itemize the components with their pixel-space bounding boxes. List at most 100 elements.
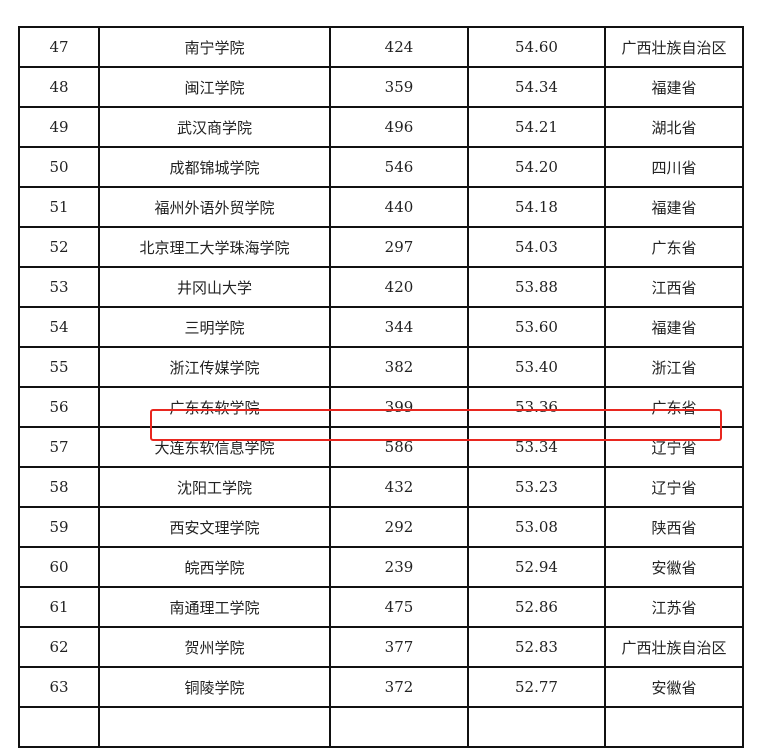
school-name-cell: 武汉商学院 [98,106,331,148]
province-cell: 辽宁省 [604,466,744,508]
province-cell: 浙江省 [604,346,744,388]
school-name-cell: 北京理工大学珠海学院 [98,226,331,268]
school-name-cell: 贺州学院 [98,626,331,668]
school-name-cell: 沈阳工学院 [98,466,331,508]
table-row: 59 西安文理学院 292 53.08 陕西省 [18,506,744,548]
score-cell: 54.20 [467,146,606,188]
table-row: 56 广东东软学院 399 53.36 广东省 [18,386,744,428]
score-cell: 53.08 [467,506,606,548]
count-cell: 496 [329,106,469,148]
province-cell: 陕西省 [604,506,744,548]
school-name-cell: 成都锦城学院 [98,146,331,188]
province-cell: 福建省 [604,306,744,348]
score-cell: 54.34 [467,66,606,108]
empty-cell [604,706,744,748]
table-row: 57 大连东软信息学院 586 53.34 辽宁省 [18,426,744,468]
count-cell: 424 [329,26,469,68]
rank-cell: 47 [18,26,100,68]
table-row: 53 井冈山大学 420 53.88 江西省 [18,266,744,308]
count-cell: 359 [329,66,469,108]
province-cell: 福建省 [604,186,744,228]
school-name-cell: 井冈山大学 [98,266,331,308]
count-cell: 432 [329,466,469,508]
rank-cell: 58 [18,466,100,508]
rank-cell: 61 [18,586,100,628]
score-cell: 54.03 [467,226,606,268]
score-cell: 53.40 [467,346,606,388]
score-cell: 53.23 [467,466,606,508]
count-cell: 372 [329,666,469,708]
score-cell: 53.34 [467,426,606,468]
school-name-cell: 西安文理学院 [98,506,331,548]
rank-cell: 57 [18,426,100,468]
province-cell: 广东省 [604,226,744,268]
count-cell: 344 [329,306,469,348]
rank-cell: 59 [18,506,100,548]
province-cell: 辽宁省 [604,426,744,468]
table-row [18,706,744,748]
score-cell: 52.94 [467,546,606,588]
school-name-cell: 三明学院 [98,306,331,348]
school-name-cell: 福州外语外贸学院 [98,186,331,228]
count-cell: 420 [329,266,469,308]
count-cell: 377 [329,626,469,668]
school-name-cell: 皖西学院 [98,546,331,588]
rank-cell: 55 [18,346,100,388]
rank-cell: 49 [18,106,100,148]
province-cell: 广西壮族自治区 [604,26,744,68]
count-cell: 297 [329,226,469,268]
table-row: 61 南通理工学院 475 52.86 江苏省 [18,586,744,628]
count-cell: 239 [329,546,469,588]
school-name-cell: 广东东软学院 [98,386,331,428]
count-cell: 382 [329,346,469,388]
empty-cell [329,706,469,748]
table-row: 54 三明学院 344 53.60 福建省 [18,306,744,348]
score-cell: 53.60 [467,306,606,348]
school-name-cell: 浙江传媒学院 [98,346,331,388]
table-row: 58 沈阳工学院 432 53.23 辽宁省 [18,466,744,508]
province-cell: 广东省 [604,386,744,428]
province-cell: 江苏省 [604,586,744,628]
rank-cell: 53 [18,266,100,308]
score-cell: 52.86 [467,586,606,628]
table-row: 60 皖西学院 239 52.94 安徽省 [18,546,744,588]
score-cell: 53.88 [467,266,606,308]
count-cell: 292 [329,506,469,548]
count-cell: 399 [329,386,469,428]
province-cell: 四川省 [604,146,744,188]
province-cell: 安徽省 [604,546,744,588]
rank-cell: 52 [18,226,100,268]
rank-cell: 62 [18,626,100,668]
score-cell: 54.60 [467,26,606,68]
empty-cell [98,706,331,748]
count-cell: 475 [329,586,469,628]
province-cell: 福建省 [604,66,744,108]
count-cell: 586 [329,426,469,468]
empty-cell [467,706,606,748]
rank-cell: 63 [18,666,100,708]
province-cell: 广西壮族自治区 [604,626,744,668]
ranking-table: 47 南宁学院 424 54.60 广西壮族自治区 48 闽江学院 359 54.34 福建省 49… [18,26,744,748]
school-name-cell: 大连东软信息学院 [98,426,331,468]
rank-cell: 60 [18,546,100,588]
rank-cell: 56 [18,386,100,428]
count-cell: 440 [329,186,469,228]
rank-cell: 54 [18,306,100,348]
province-cell: 江西省 [604,266,744,308]
score-cell: 54.21 [467,106,606,148]
school-name-cell: 南通理工学院 [98,586,331,628]
province-cell: 安徽省 [604,666,744,708]
empty-cell [18,706,100,748]
score-cell: 53.36 [467,386,606,428]
count-cell: 546 [329,146,469,188]
rank-cell: 51 [18,186,100,228]
rank-cell: 48 [18,66,100,108]
school-name-cell: 南宁学院 [98,26,331,68]
score-cell: 54.18 [467,186,606,228]
table-row: 48 闽江学院 359 54.34 福建省 [18,66,744,108]
table-row: 50 成都锦城学院 546 54.20 四川省 [18,146,744,188]
table-row: 62 贺州学院 377 52.83 广西壮族自治区 [18,626,744,668]
school-name-cell: 铜陵学院 [98,666,331,708]
table-row: 47 南宁学院 424 54.60 广西壮族自治区 [18,26,744,68]
table-row: 51 福州外语外贸学院 440 54.18 福建省 [18,186,744,228]
